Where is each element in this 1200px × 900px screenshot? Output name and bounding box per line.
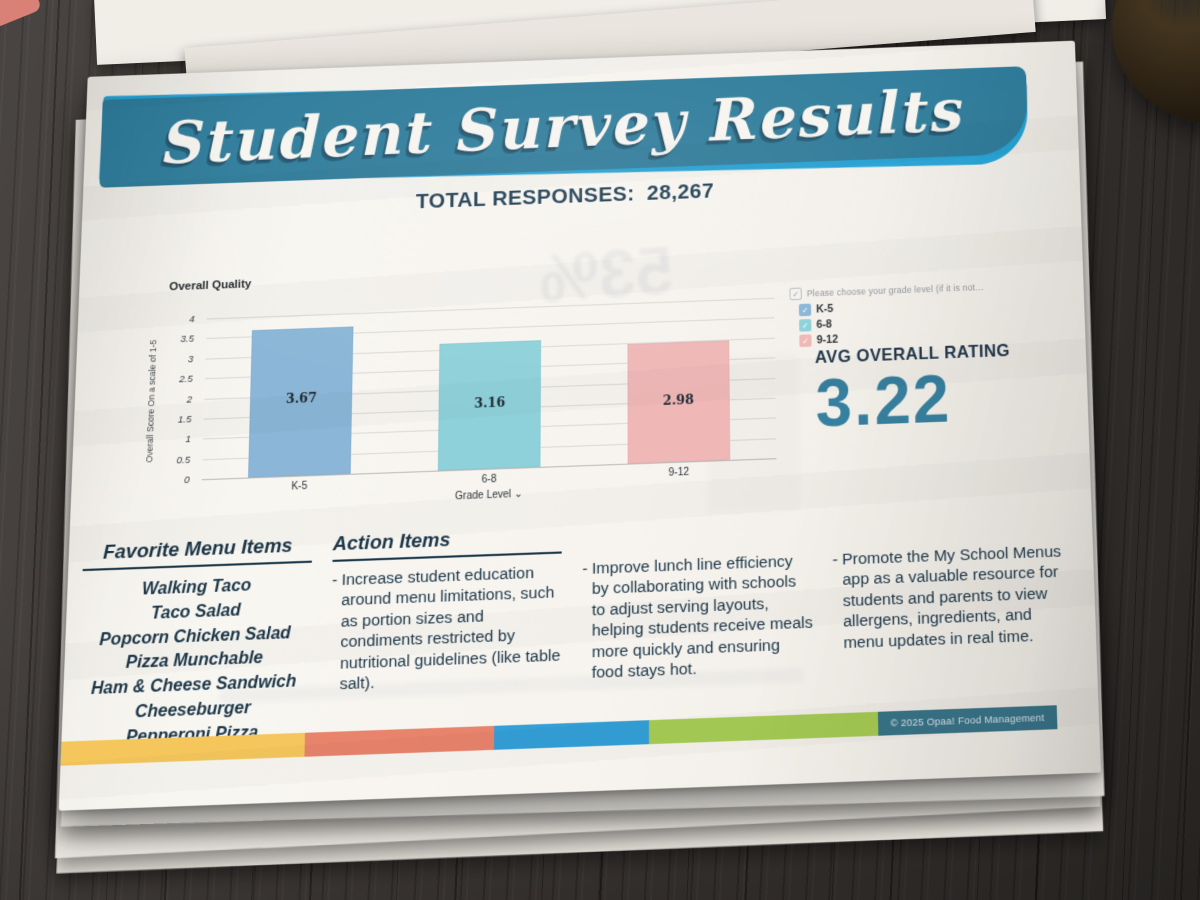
- legend-item-label: 6-8: [816, 318, 832, 331]
- x-axis-label: Grade Level: [455, 488, 523, 502]
- y-tick-label: 0.5: [155, 454, 190, 467]
- footer-segment: [494, 720, 649, 750]
- x-tick-label: K-5: [291, 481, 307, 493]
- chart-plot: 3.67 3.16 2.98: [202, 298, 777, 479]
- desk-scene: 53% Student Survey Results TOTAL RESPONS…: [0, 0, 1200, 900]
- document-page: 53% Student Survey Results TOTAL RESPONS…: [59, 41, 1101, 811]
- menu-heading: Favorite Menu Items: [83, 534, 313, 571]
- y-tick-label: 2: [157, 394, 192, 407]
- total-responses-value: 28,267: [647, 179, 714, 205]
- menu-list: Walking Taco Taco Salad Popcorn Chicken Sa…: [76, 571, 312, 751]
- action-item-text: Promote the My School Menus app as a val…: [842, 542, 1065, 654]
- checkbox-icon: [789, 288, 801, 301]
- action-items-column-2: - Improve lunch line efficiency by colla…: [582, 516, 814, 733]
- bowl-object: [1112, 0, 1200, 125]
- avg-rating-block: AVG OVERALL RATING 3.22: [815, 339, 1072, 435]
- avg-rating-value: 3.22: [815, 363, 1072, 436]
- y-tick-label: 2.5: [158, 374, 193, 387]
- action-item: - Improve lunch line efficiency by colla…: [582, 551, 813, 684]
- legend-header-label: Please choose your grade level (if it is…: [807, 282, 984, 299]
- bullet-dash: -: [330, 570, 338, 695]
- footer-segment: © 2025 Opaa! Food Management: [878, 705, 1058, 736]
- chart-bar: 3.16: [438, 340, 541, 471]
- action-item: - Increase student education around menu…: [330, 562, 562, 695]
- action-items-column-3: - Promote the My School Menus app as a v…: [832, 507, 1068, 724]
- bar-chart: Overall Quality Overall Score On a scale…: [126, 256, 811, 540]
- bar-value-label: 2.98: [627, 390, 729, 409]
- footer-copyright: © 2025 Opaa! Food Management: [878, 705, 1058, 736]
- y-tick-label: 3: [159, 354, 194, 367]
- checkbox-icon: [799, 304, 811, 317]
- document-wrapper: 53% Student Survey Results TOTAL RESPONS…: [83, 40, 1100, 780]
- chart-bar: 3.67: [248, 326, 353, 477]
- legend-item-label: K-5: [816, 303, 833, 316]
- chart-legend: Please choose your grade level (if it is…: [789, 278, 1054, 350]
- y-tick-label: 1: [156, 434, 191, 447]
- bar-value-label: 3.67: [250, 388, 352, 407]
- checkbox-icon: [799, 334, 811, 347]
- desk-object-pink: [0, 0, 42, 29]
- y-tick-label: 3.5: [159, 334, 194, 347]
- action-item-text: Increase student education around menu l…: [339, 562, 561, 695]
- action-items-column-1: Action Items - Increase student educatio…: [329, 525, 562, 742]
- y-tick-label: 0: [154, 474, 189, 487]
- legend-item-label: 9-12: [817, 333, 839, 346]
- x-tick-label: 6-8: [482, 474, 497, 486]
- bullet-dash: -: [582, 559, 588, 684]
- favorite-menu-column: Favorite Menu Items Walking Taco Taco Sal…: [76, 534, 313, 751]
- total-responses-label: TOTAL RESPONSES:: [416, 182, 635, 213]
- action-item-text: Improve lunch line efficiency by collabo…: [592, 551, 814, 684]
- title-banner: Student Survey Results: [99, 66, 1028, 188]
- bar-value-label: 3.16: [439, 393, 541, 412]
- y-tick-label: 1.5: [157, 414, 192, 427]
- dropdown-chevron-icon: [514, 488, 523, 500]
- y-ticks: 4 3.5 3 2.5 2 1.5 1 0.5 0: [159, 319, 199, 481]
- x-tick-label: 9-12: [669, 467, 690, 479]
- chart-bar: 2.98: [627, 340, 730, 464]
- chart-title: Overall Quality: [169, 278, 251, 293]
- y-tick-label: 4: [160, 314, 195, 327]
- action-item: - Promote the My School Menus app as a v…: [832, 542, 1065, 654]
- gridline: [207, 298, 775, 320]
- bullet-dash: -: [832, 550, 839, 654]
- checkbox-icon: [799, 319, 811, 332]
